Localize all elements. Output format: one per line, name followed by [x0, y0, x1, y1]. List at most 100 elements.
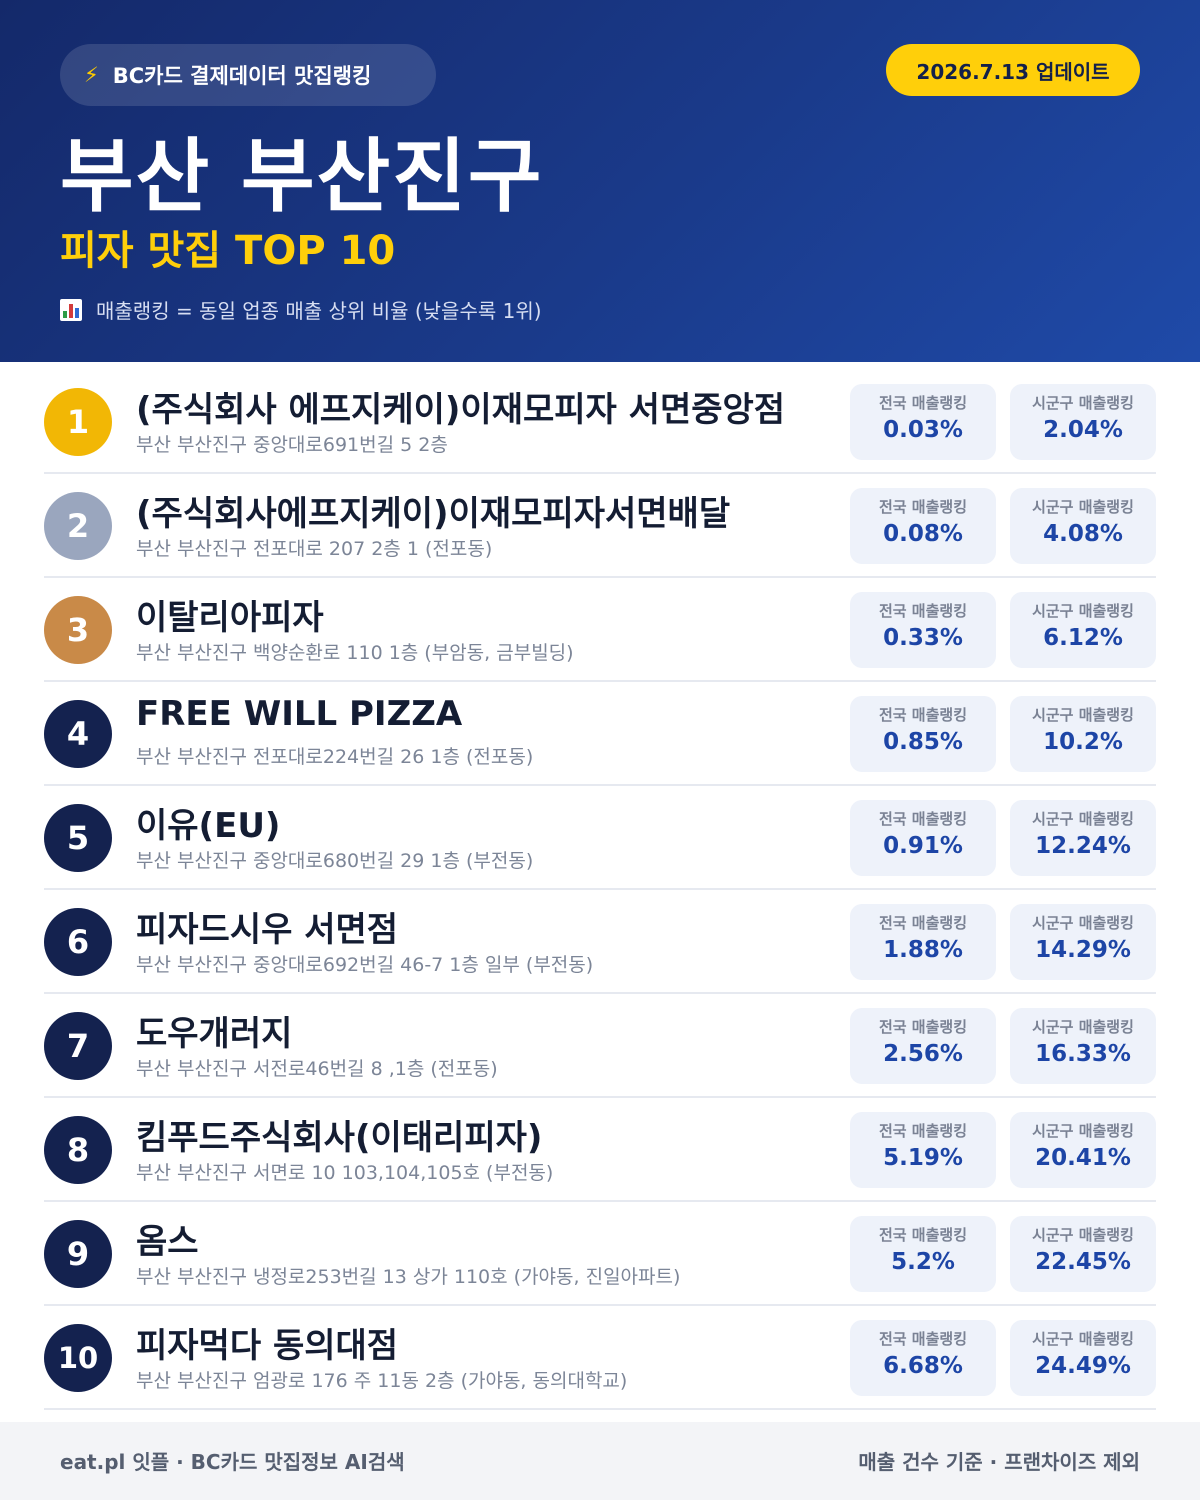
restaurant-address: 부산 부산진구 서전로46번길 8 ,1층 (전포동): [136, 1058, 498, 1080]
local-ranking-value: 16.33%: [1035, 1041, 1131, 1067]
local-ranking-value: 14.29%: [1035, 937, 1131, 963]
rank-badge: 3: [44, 596, 112, 664]
local-ranking-box: 시군구 매출랭킹 6.12%: [1010, 592, 1156, 668]
national-ranking-label: 전국 매출랭킹: [878, 394, 968, 412]
national-ranking-box: 전국 매출랭킹 6.68%: [850, 1320, 996, 1396]
national-ranking-label: 전국 매출랭킹: [878, 810, 968, 828]
national-ranking-box: 전국 매출랭킹 2.56%: [850, 1008, 996, 1084]
national-ranking-value: 1.88%: [883, 937, 963, 963]
rank-badge: 6: [44, 908, 112, 976]
ranking-note-text: 매출랭킹 = 동일 업종 매출 상위 비율 (낮을수록 1위): [96, 299, 542, 323]
list-item[interactable]: 8 킴푸드주식회사(이태리피자) 부산 부산진구 서면로 10 103,104,10…: [44, 1098, 1156, 1202]
rank-badge: 4: [44, 700, 112, 768]
national-ranking-box: 전국 매출랭킹 0.91%: [850, 800, 996, 876]
restaurant-name: FREE WILL PIZZA: [136, 694, 463, 734]
local-ranking-label: 시군구 매출랭킹: [1032, 1226, 1134, 1244]
restaurant-name: 이유(EU): [136, 806, 281, 846]
restaurant-address: 부산 부산진구 냉정로253번길 13 상가 110호 (가야동, 진일아파트): [136, 1266, 681, 1288]
footer: eat.pl 잇플 · BC카드 맛집정보 AI검색 매출 건수 기준 · 프랜…: [0, 1422, 1200, 1500]
page-subtitle: 피자 맛집 TOP 10: [60, 228, 396, 274]
national-ranking-label: 전국 매출랭킹: [878, 706, 968, 724]
rank-badge: 9: [44, 1220, 112, 1288]
local-ranking-label: 시군구 매출랭킹: [1032, 1018, 1134, 1036]
rank-badge: 1: [44, 388, 112, 456]
national-ranking-box: 전국 매출랭킹 5.2%: [850, 1216, 996, 1292]
restaurant-address: 부산 부산진구 백양순환로 110 1층 (부암동, 금부빌딩): [136, 642, 574, 664]
local-ranking-box: 시군구 매출랭킹 10.2%: [1010, 696, 1156, 772]
restaurant-address: 부산 부산진구 전포대로 207 2층 1 (전포동): [136, 538, 493, 560]
list-item[interactable]: 4 FREE WILL PIZZA 부산 부산진구 전포대로224번길 26 1층 …: [44, 682, 1156, 786]
rank-badge: 10: [44, 1324, 112, 1392]
rank-badge: 7: [44, 1012, 112, 1080]
footer-credit: eat.pl 잇플 · BC카드 맛집정보 AI검색: [60, 1450, 405, 1474]
restaurant-name: (주식회사에프지케이)이재모피자서면배달: [136, 494, 731, 534]
list-item[interactable]: 5 이유(EU) 부산 부산진구 중앙대로680번길 29 1층 (부전동) 전국 매…: [44, 786, 1156, 890]
national-ranking-box: 전국 매출랭킹 0.08%: [850, 488, 996, 564]
national-ranking-box: 전국 매출랭킹 0.03%: [850, 384, 996, 460]
restaurant-address: 부산 부산진구 전포대로224번길 26 1층 (전포동): [136, 746, 534, 768]
national-ranking-label: 전국 매출랭킹: [878, 1330, 968, 1348]
national-ranking-label: 전국 매출랭킹: [878, 1018, 968, 1036]
national-ranking-value: 5.19%: [883, 1145, 963, 1171]
national-ranking-value: 0.85%: [883, 729, 963, 755]
national-ranking-value: 2.56%: [883, 1041, 963, 1067]
update-badge: 2026.7.13 업데이트: [886, 44, 1140, 96]
local-ranking-label: 시군구 매출랭킹: [1032, 498, 1134, 516]
national-ranking-box: 전국 매출랭킹 5.19%: [850, 1112, 996, 1188]
restaurant-address: 부산 부산진구 엄광로 176 주 11동 2층 (가야동, 동의대학교): [136, 1370, 628, 1392]
restaurant-name: 이탈리아피자: [136, 598, 324, 638]
rank-badge: 2: [44, 492, 112, 560]
restaurant-address: 부산 부산진구 중앙대로691번길 5 2층: [136, 434, 448, 456]
rank-badge: 8: [44, 1116, 112, 1184]
local-ranking-value: 20.41%: [1035, 1145, 1131, 1171]
local-ranking-value: 10.2%: [1043, 729, 1123, 755]
footer-note: 매출 건수 기준 · 프랜차이즈 제외: [858, 1450, 1140, 1474]
local-ranking-box: 시군구 매출랭킹 12.24%: [1010, 800, 1156, 876]
local-ranking-label: 시군구 매출랭킹: [1032, 810, 1134, 828]
local-ranking-value: 2.04%: [1043, 417, 1123, 443]
local-ranking-label: 시군구 매출랭킹: [1032, 706, 1134, 724]
national-ranking-box: 전국 매출랭킹 0.85%: [850, 696, 996, 772]
source-pill: ⚡ BC카드 결제데이터 맛집랭킹: [60, 44, 436, 106]
national-ranking-label: 전국 매출랭킹: [878, 1122, 968, 1140]
national-ranking-box: 전국 매출랭킹 1.88%: [850, 904, 996, 980]
local-ranking-box: 시군구 매출랭킹 24.49%: [1010, 1320, 1156, 1396]
ranking-note: 매출랭킹 = 동일 업종 매출 상위 비율 (낮을수록 1위): [60, 295, 542, 324]
local-ranking-box: 시군구 매출랭킹 20.41%: [1010, 1112, 1156, 1188]
local-ranking-label: 시군구 매출랭킹: [1032, 1330, 1134, 1348]
local-ranking-label: 시군구 매출랭킹: [1032, 1122, 1134, 1140]
local-ranking-label: 시군구 매출랭킹: [1032, 394, 1134, 412]
national-ranking-box: 전국 매출랭킹 0.33%: [850, 592, 996, 668]
restaurant-address: 부산 부산진구 중앙대로680번길 29 1층 (부전동): [136, 850, 534, 872]
list-item[interactable]: 7 도우개러지 부산 부산진구 서전로46번길 8 ,1층 (전포동) 전국 매출랭킹…: [44, 994, 1156, 1098]
restaurant-address: 부산 부산진구 중앙대로692번길 46-7 1층 일부 (부전동): [136, 954, 594, 976]
national-ranking-label: 전국 매출랭킹: [878, 1226, 968, 1244]
restaurant-name: 킴푸드주식회사(이태리피자): [136, 1118, 543, 1158]
restaurant-name: 피자먹다 동의대점: [136, 1326, 399, 1366]
local-ranking-value: 6.12%: [1043, 625, 1123, 651]
rank-badge: 5: [44, 804, 112, 872]
local-ranking-value: 4.08%: [1043, 521, 1123, 547]
local-ranking-box: 시군구 매출랭킹 16.33%: [1010, 1008, 1156, 1084]
local-ranking-box: 시군구 매출랭킹 4.08%: [1010, 488, 1156, 564]
national-ranking-value: 0.33%: [883, 625, 963, 651]
source-label: BC카드 결제데이터 맛집랭킹: [112, 64, 372, 88]
lightning-icon: ⚡: [84, 63, 99, 87]
local-ranking-box: 시군구 매출랭킹 2.04%: [1010, 384, 1156, 460]
local-ranking-label: 시군구 매출랭킹: [1032, 914, 1134, 932]
national-ranking-value: 5.2%: [891, 1249, 955, 1275]
national-ranking-label: 전국 매출랭킹: [878, 498, 968, 516]
restaurant-name: 피자드시우 서면점: [136, 910, 399, 950]
bar-chart-icon: [60, 298, 82, 321]
restaurant-name: 옴스: [136, 1222, 199, 1262]
restaurant-name: (주식회사 에프지케이)이재모피자 서면중앙점: [136, 390, 786, 430]
local-ranking-label: 시군구 매출랭킹: [1032, 602, 1134, 620]
national-ranking-label: 전국 매출랭킹: [878, 602, 968, 620]
